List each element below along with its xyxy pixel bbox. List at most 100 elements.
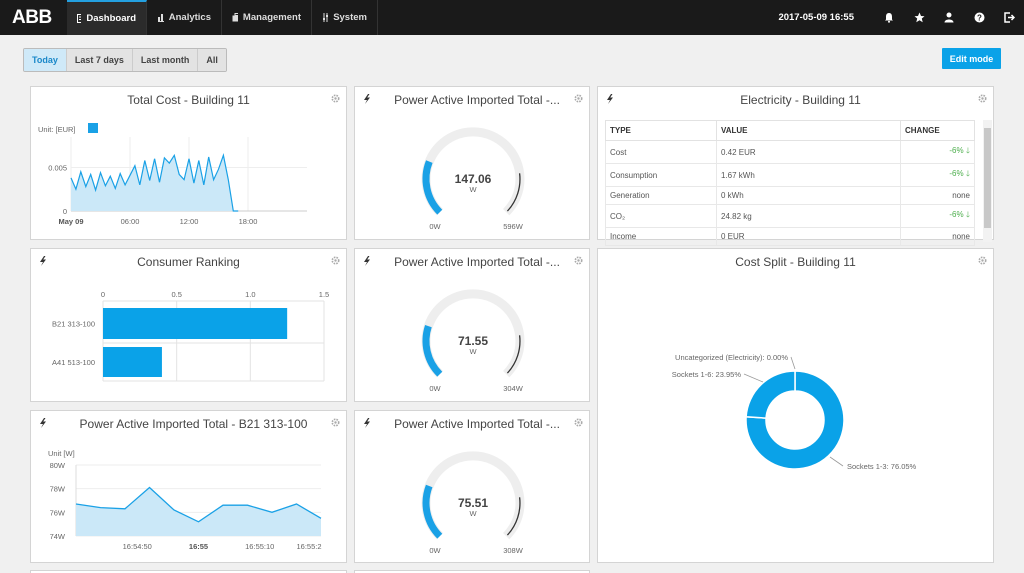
pie-slice[interactable] [745,370,845,470]
power-gauge-widget-2: Power Active Imported Total -... 71.55 W 0… [354,248,590,402]
row-change: -6% 🡓 [900,140,975,164]
nav-analytics[interactable]: Analytics [148,0,222,35]
gear-icon[interactable] [331,418,340,427]
star-icon[interactable] [904,0,934,35]
nav-dashboard-label: Dashboard [86,13,136,24]
gear-icon[interactable] [331,256,340,265]
gear-icon[interactable] [978,94,987,103]
ranking-chart: 0 0.5 1.0 1.5 B21 313-100 A41 513-100 [52,290,329,382]
cost-area [71,155,239,211]
electricity-widget: Electricity - Building 11 TYPE VALUE CHA… [597,86,994,246]
lightning-icon [364,418,370,428]
gauge-value: 75.51 [458,496,488,510]
nav-dashboard[interactable]: Dashboard [67,0,147,35]
y-tick-label: 76W [50,508,66,517]
user-icon[interactable] [934,0,964,35]
widget-title: Power Active Imported Total -... [394,417,560,431]
bar-chart-icon [158,14,164,22]
consumer-ranking-widget: Consumer Ranking 0 0.5 1.0 1.5 B21 313-100 A4… [30,248,347,402]
widget-title: Power Active Imported Total -... [394,93,560,107]
gauge-max-label: 596W [503,222,524,231]
gauge-max-label: 308W [503,546,524,555]
row-type: Income [605,227,717,246]
partial-widget [30,570,347,573]
abb-logo[interactable]: ABB [12,7,52,28]
lightning-icon [607,94,613,104]
gauge-unit: W [469,509,477,518]
row-change: none [900,227,975,246]
x-tick-label: 1.5 [319,290,329,299]
row-value: 24.82 kg [716,204,901,228]
gear-icon[interactable] [978,256,987,265]
gear-icon[interactable] [574,256,583,265]
x-tick-label: May 09 [58,217,83,226]
widget-title: Consumer Ranking [137,255,240,269]
column-header-change[interactable]: CHANGE [900,120,975,141]
partial-widget [354,570,590,573]
gauge-min-label: 0W [429,546,441,555]
edit-mode-button[interactable]: Edit mode [942,48,1001,69]
row-value: 0 EUR [716,227,901,246]
scrollbar-thumb[interactable] [984,128,991,228]
row-value: 1.67 kWh [716,163,901,187]
gear-icon[interactable] [574,94,583,103]
gauge-value: 71.55 [458,334,488,348]
pie-slice[interactable] [745,370,796,419]
gauge-chart: 75.51W 0W 308W [421,451,525,555]
column-header-type[interactable]: TYPE [605,120,717,141]
gauge-fill [422,324,443,377]
gear-icon[interactable] [331,94,340,103]
electricity-table: TYPE VALUE CHANGE Cost 0.42 EUR -6% 🡓 Co… [605,120,975,246]
range-today-button[interactable]: Today [24,49,67,71]
gauge-fill [422,484,443,539]
x-tick-label: 16:54:50 [123,542,152,551]
logout-icon[interactable] [994,0,1024,35]
cost-split-chart: Sockets 1-3: 76.05% Sockets 1-6: 23.95% Un… [672,353,917,471]
row-value: 0.42 EUR [716,140,901,164]
row-change: -6% 🡓 [900,163,975,187]
table-row: Consumption 1.67 kWh -6% 🡓 [605,163,975,187]
row-type: Consumption [605,163,717,187]
sliders-icon [323,13,328,22]
widget-title: Power Active Imported Total - B21 313-10… [79,417,308,431]
table-row: CO₂ 24.82 kg -6% 🡓 [605,204,975,228]
x-tick-label: 0.5 [171,290,181,299]
table-header-row: TYPE VALUE CHANGE [605,120,975,141]
y-tick-label: 0 [63,207,67,216]
cost-split-widget: Cost Split - Building 11 Sockets 1-3: 76… [597,248,994,563]
range-last-7-days-button[interactable]: Last 7 days [66,49,133,71]
column-header-value[interactable]: VALUE [716,120,901,141]
nav-system[interactable]: System [312,0,378,35]
date-range-selector: Today Last 7 days Last month All [23,48,227,72]
slice-leader-line [829,456,844,467]
range-all-button[interactable]: All [198,49,226,71]
slice-label: Sockets 1-6: 23.95% [672,370,742,379]
ranking-bar[interactable] [103,308,288,339]
x-tick-label: 16:55 [189,542,208,551]
nav-management-label: Management [242,12,301,23]
power-area [76,487,321,536]
ranking-bar[interactable] [103,347,162,377]
table-row: Generation 0 kWh none [605,186,975,205]
nav-management[interactable]: Management [222,0,312,35]
svg-text:?: ? [977,13,982,22]
unit-label: Unit: [EUR] [38,125,76,134]
gear-icon[interactable] [574,418,583,427]
bell-icon[interactable] [874,0,904,35]
power-gauge-widget-3: Power Active Imported Total -... 75.51 W 0… [354,410,590,563]
help-icon[interactable]: ? [964,0,994,35]
y-tick-label: 80W [50,461,66,470]
slice-label: Uncategorized (Electricity): 0.00% [675,353,788,362]
widget-title: Total Cost - Building 11 [127,93,250,107]
top-right-area: 2017-05-09 16:55 ? [778,0,1024,35]
y-axis-ticks: 80W 78W 76W 74W [50,461,66,541]
row-change: -6% 🡓 [900,204,975,228]
range-last-month-button[interactable]: Last month [132,49,199,71]
x-tick-label: 12:00 [180,217,199,226]
arrow-down-icon: 🡓 [965,146,970,155]
slice-leader-line [743,373,764,383]
widget-title: Power Active Imported Total -... [394,255,560,269]
table-scrollbar[interactable] [983,120,992,242]
current-datetime: 2017-05-09 16:55 [778,12,854,23]
change-value: -6% [949,146,964,155]
